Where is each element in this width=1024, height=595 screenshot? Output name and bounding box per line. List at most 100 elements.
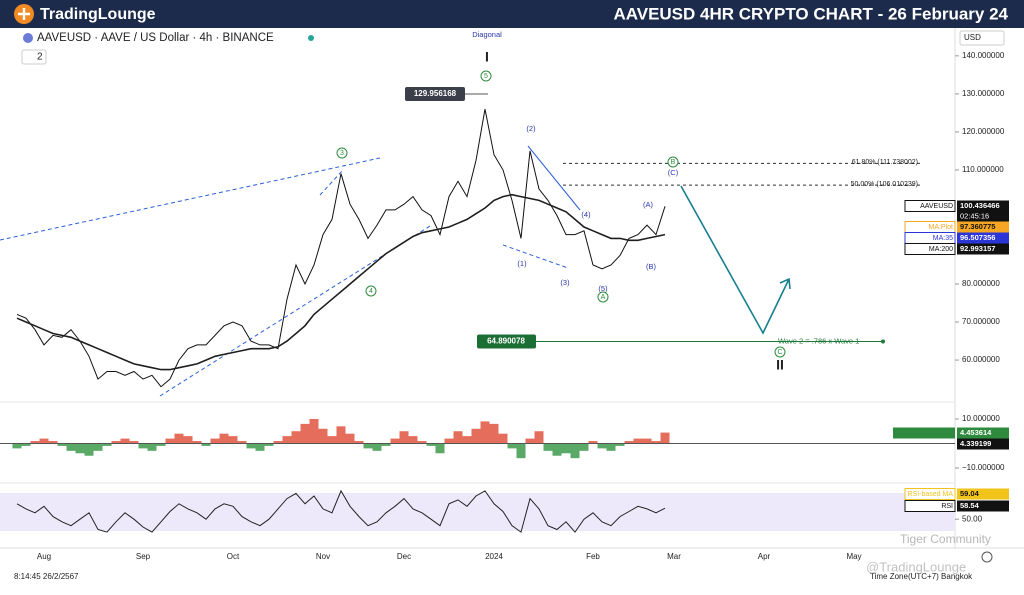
badge-value-box [957, 232, 1009, 244]
wave-label: (C) [668, 168, 679, 177]
badge-name: AAVEUSD [920, 203, 953, 210]
oscillator-bar [75, 443, 85, 454]
settings[interactable] [981, 551, 993, 563]
wave-label: (A) [643, 200, 654, 209]
oscillator-bar [174, 433, 184, 444]
indicator-toggle[interactable] [21, 49, 47, 65]
y-tick-label: −10.000000 [962, 463, 1005, 472]
badge-name: MA:200 [929, 246, 953, 253]
badge-name: RSI [941, 503, 953, 510]
symbol-info[interactable]: AAVEUSD · AAVE / US Dollar · 4h · BINANC… [37, 32, 274, 44]
currency-box[interactable] [959, 30, 1005, 46]
badge-value-box [957, 500, 1009, 512]
x-tick-label: Apr [758, 552, 771, 561]
oscillator-bar [543, 443, 553, 451]
symbol-icon [23, 33, 33, 43]
series-line [16, 109, 666, 388]
wave-label: 4 [369, 288, 373, 295]
oscillator-bar [300, 423, 310, 444]
wave-circle [336, 147, 348, 159]
badge-value-box [957, 438, 1009, 450]
wave-circle [597, 291, 609, 303]
watermark: Tiger Community [900, 532, 991, 546]
oscillator-bar [309, 418, 319, 444]
oscillator-bar [633, 438, 643, 444]
page-title: AAVEUSD 4HR CRYPTO CHART - 26 February 2… [613, 4, 1008, 23]
oscillator-bar [21, 443, 31, 446]
fib-label: 61.80% (111.738002) [852, 159, 918, 166]
badge-value: 100.436466 [960, 201, 1000, 210]
oscillator-bar [534, 431, 544, 444]
y-tick-label: 70.000000 [962, 317, 1000, 326]
target-label: Wave 2 = .786 x Wave 1 [778, 336, 859, 345]
badge-value-box [957, 200, 1009, 212]
y-tick-label: 80.000000 [962, 279, 1000, 288]
wave-label: B [671, 159, 676, 166]
x-tick-label: Nov [316, 552, 330, 561]
badge-value-box [957, 488, 1009, 500]
badge-value-box [957, 243, 1009, 255]
y-tick-label: 130.000000 [962, 89, 1005, 98]
oscillator-bar [417, 441, 427, 444]
oscillator-bar [363, 443, 373, 449]
oscillator-bar [183, 436, 193, 444]
y-tick-label: 110.000000 [962, 165, 1004, 174]
oscillator-bar [66, 443, 76, 451]
x-tick-label: Feb [586, 552, 600, 561]
rsi-band [0, 493, 955, 531]
oscillator-bar [588, 441, 598, 444]
oscillator-bar [39, 438, 49, 444]
x-tick-label: May [846, 552, 861, 561]
oscillator-bar [192, 441, 202, 444]
oscillator-bar [660, 432, 670, 444]
x-tick-label: Aug [37, 552, 51, 561]
series-line [16, 193, 666, 371]
oscillator-bar [246, 443, 256, 449]
fib-label: 50.00% (106.010239) [851, 181, 918, 188]
logo: TradingLounge [40, 6, 156, 23]
badge-name: MA:Plot [928, 224, 953, 231]
oscillator-bar [354, 441, 364, 444]
oscillator-bar [570, 443, 580, 459]
oscillator-bar [210, 438, 220, 444]
oscillator-bar [120, 438, 130, 444]
timezone[interactable]: Time Zone(UTC+7) Bangkok [870, 572, 973, 581]
oscillator-bar [381, 443, 391, 446]
oscillator-bar [156, 443, 166, 446]
projection [680, 185, 790, 335]
wave-label: Diagonal [472, 30, 502, 39]
oscillator-bar [498, 433, 508, 444]
oscillator-bar [606, 443, 616, 451]
oscillator-bar [273, 441, 283, 444]
x-tick-label: Oct [227, 552, 240, 561]
target-value: 64.890078 [487, 337, 525, 346]
oscillator-bar [372, 443, 382, 451]
oscillator-bar [345, 433, 355, 444]
trendlines [0, 157, 569, 397]
oscillator-bar [462, 436, 472, 444]
oscillator-bar [507, 443, 517, 449]
header-bar [0, 0, 1024, 28]
badge-value-box [957, 427, 1009, 439]
y-tick-label: 50.00 [962, 514, 983, 523]
oscillator-bar [111, 441, 121, 444]
projection-arrow [779, 277, 791, 290]
badge-value: 4.339199 [960, 439, 991, 448]
oscillator-bar [255, 443, 265, 451]
oscillator-bar [30, 441, 40, 444]
series-line [16, 489, 666, 533]
oscillator-bar [93, 443, 103, 451]
oscillator-title-box [893, 427, 955, 439]
badge-name: MA:35 [933, 235, 953, 242]
oscillator-bar [318, 428, 328, 444]
trendline [527, 145, 581, 211]
badge-extra: 02:45:16 [960, 211, 989, 220]
badge-value: 97.360775 [960, 222, 995, 231]
high-box [405, 87, 465, 102]
watermark: @TradingLounge [866, 559, 966, 574]
badge-value: 4.453614 [960, 428, 992, 437]
oscillator-bar [228, 436, 238, 444]
logo-glyph [18, 8, 30, 20]
